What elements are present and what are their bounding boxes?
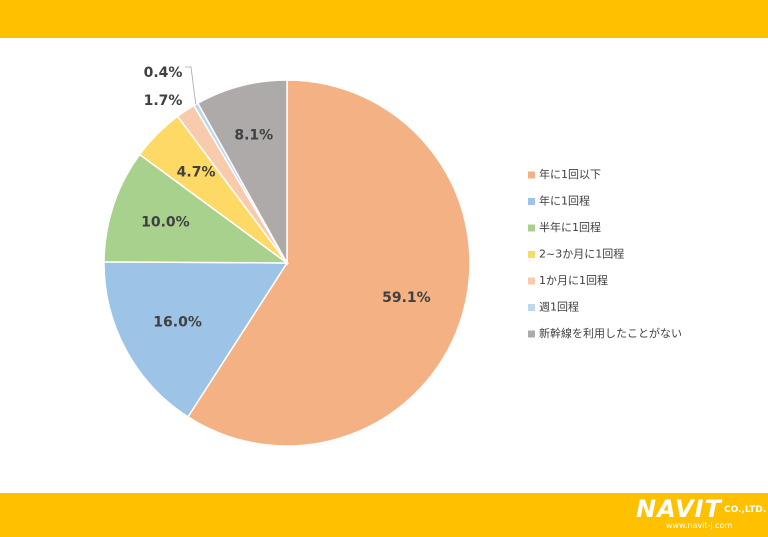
pie-slice xyxy=(103,261,289,418)
logo-company-suffix: CO.,LTD. xyxy=(724,505,767,515)
legend-swatch xyxy=(528,277,535,285)
legend-swatch xyxy=(528,304,535,311)
slice-value-label: 1.7% xyxy=(144,93,183,109)
leader-line xyxy=(185,66,197,105)
legend-label: 2~3か月に1回程 xyxy=(539,248,624,261)
slice-value-label: 4.7% xyxy=(177,165,216,181)
legend-label: 年に1回以下 xyxy=(539,167,601,181)
legend-label: 半年に1回程 xyxy=(539,220,601,234)
legend-label: 週1回程 xyxy=(539,301,579,314)
pie-slice xyxy=(186,79,471,447)
pie-slice xyxy=(103,153,290,264)
legend-swatch xyxy=(528,251,535,258)
slice-labels: 59.1% 16.0% 10.0% 4.7% 1.7% 0.4% 8.1% xyxy=(141,65,431,330)
slice-value-label: 8.1% xyxy=(234,128,273,144)
legend-swatch xyxy=(528,198,535,205)
pie-slices xyxy=(103,79,471,447)
slice-value-label: 10.0% xyxy=(141,215,190,231)
pie-slice xyxy=(196,79,288,266)
legend-label: 1か月に1回程 xyxy=(539,274,608,287)
navit-logo: NAVIT CO.,LTD. www.navit-j.com xyxy=(636,495,766,534)
legend-label: 年に1回程 xyxy=(539,194,590,208)
legend-swatch xyxy=(528,171,535,179)
logo-url: www.navit-j.com xyxy=(666,521,733,530)
legend-swatch xyxy=(528,330,535,338)
slice-value-label: 16.0% xyxy=(153,314,202,330)
legend-swatch xyxy=(528,224,535,232)
slice-value-label: 59.1% xyxy=(382,290,431,306)
logo-wordmark: NAVIT xyxy=(636,495,722,523)
top-banner xyxy=(0,0,768,38)
bottom-banner xyxy=(0,493,768,537)
legend-label: 新幹線を利用したことがない xyxy=(539,326,682,340)
slice-value-label: 0.4% xyxy=(144,65,183,81)
